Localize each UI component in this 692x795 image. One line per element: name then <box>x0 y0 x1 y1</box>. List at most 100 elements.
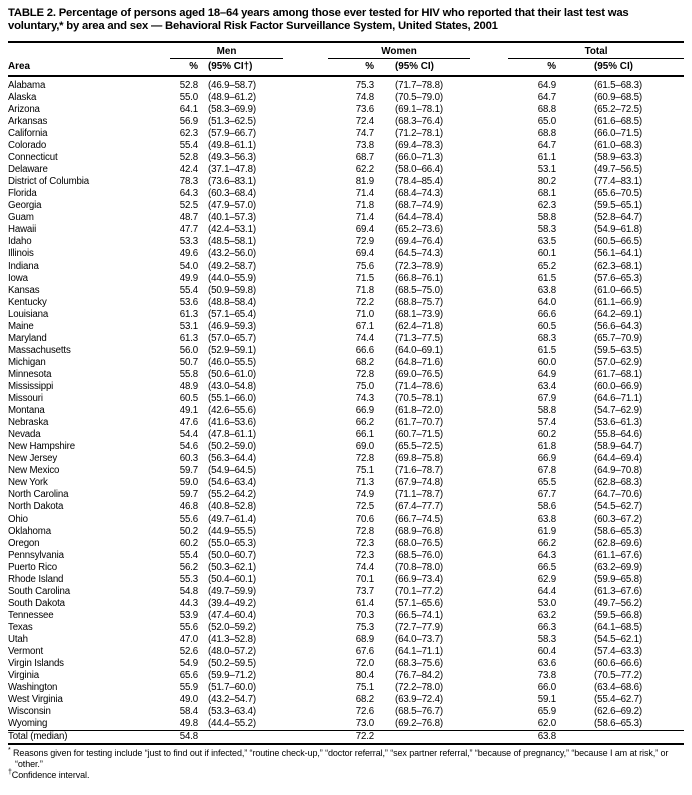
spacer-cell <box>283 297 328 309</box>
spacer-cell <box>283 393 328 405</box>
women-ci-cell: (67.9–74.8) <box>395 477 443 489</box>
women-percent-cell: 72.2 <box>355 296 374 308</box>
men-percent-cell: 58.4 <box>179 706 198 718</box>
table-row: South Dakota 44.3 (39.4–49.2) 61.4 (57.1… <box>8 598 684 610</box>
spacer-cell <box>470 116 508 128</box>
total-percent-cell: 67.8 <box>537 465 557 477</box>
women-ci-cell: (68.9–76.8) <box>395 525 443 537</box>
men-percent-cell: 52.6 <box>179 646 198 658</box>
men-percent-cell: 55.4 <box>179 284 198 296</box>
men-ci-cell: (50.4–60.1) <box>208 573 256 585</box>
spacer-cell <box>283 321 328 333</box>
women-ci-cell: (57.1–65.6) <box>395 597 443 609</box>
area-cell: Montana <box>8 405 45 417</box>
women-ci-cell: (70.8–78.0) <box>395 561 443 573</box>
women-percent-cell: 72.9 <box>355 236 374 248</box>
total-percent-cell: 64.3 <box>537 549 557 561</box>
total-ci-cell: (61.5–68.3) <box>594 79 642 91</box>
men-percent-cell: 61.3 <box>179 308 198 320</box>
women-ci-cell: (69.1–78.1) <box>395 103 443 115</box>
spacer-cell <box>283 309 328 321</box>
total-ci-cell: (65.2–72.5) <box>594 103 642 115</box>
women-ci-cell: (68.0–76.5) <box>395 537 443 549</box>
table-row: Guam 48.7 (40.1–57.3) 71.4 (64.4–78.4) 5… <box>8 212 684 224</box>
table-body: Alabama 52.8 (46.9–58.7) 75.3 (71.7–78.8… <box>8 76 684 731</box>
spacer-cell <box>283 501 328 513</box>
men-ci-cell: (49.7–61.4) <box>208 513 256 525</box>
total-ci-cell: (49.7–56.5) <box>594 164 642 176</box>
total-ci-cell: (61.6–68.5) <box>594 115 642 127</box>
men-ci-cell: (44.9–55.5) <box>208 525 256 537</box>
men-ci-cell: (40.1–57.3) <box>208 212 256 224</box>
women-percent-cell: 62.2 <box>355 164 374 176</box>
total-ci-cell: (64.9–70.8) <box>594 465 642 477</box>
area-cell: Louisiana <box>8 308 49 320</box>
women-percent-cell: 72.0 <box>355 658 374 670</box>
spacer-cell <box>283 417 328 429</box>
total-percent-cell: 66.0 <box>537 682 557 694</box>
men-percent-cell: 55.4 <box>179 140 198 152</box>
women-percent-cell: 66.2 <box>355 417 374 429</box>
total-percent-cell: 57.4 <box>537 417 557 429</box>
men-percent-cell: 55.0 <box>179 91 198 103</box>
spacer-cell <box>283 514 328 526</box>
total-ci-cell: (54.5–62.1) <box>594 633 642 645</box>
women-ci-cell: (68.5–75.0) <box>395 284 443 296</box>
area-cell: Pennsylvania <box>8 549 64 561</box>
area-cell: Ohio <box>8 513 28 525</box>
total-percent-cell: 63.8 <box>537 513 557 525</box>
men-percent-cell: 49.0 <box>179 694 198 706</box>
women-ci-cell: (72.7–77.9) <box>395 621 443 633</box>
spacer-cell <box>470 297 508 309</box>
men-percent-cell: 49.1 <box>179 405 198 417</box>
women-percent-cell: 75.1 <box>355 465 374 477</box>
total-percent-cell: 68.3 <box>537 332 557 344</box>
total-ci-cell: (54.9–61.8) <box>594 224 642 236</box>
table-row: Rhode Island 55.3 (50.4–60.1) 70.1 (66.9… <box>8 574 684 586</box>
women-ci-cell: (64.0–69.1) <box>395 344 443 356</box>
area-cell: Hawaii <box>8 224 37 236</box>
women-ci-cell: (71.6–78.7) <box>395 465 443 477</box>
men-ci-cell: (50.3–62.1) <box>208 561 256 573</box>
women-percent-cell: 68.7 <box>355 152 374 164</box>
total-ci-cell: (61.0–66.5) <box>594 284 642 296</box>
table-row: Delaware 42.4 (37.1–47.8) 62.2 (58.0–66.… <box>8 164 684 176</box>
men-ci-cell: (52.0–59.2) <box>208 621 256 633</box>
total-ci-cell: (60.9–68.5) <box>594 91 642 103</box>
women-percent-cell: 71.4 <box>355 188 374 200</box>
spacer-cell <box>470 128 508 140</box>
group-spacer-1 <box>283 40 328 59</box>
area-cell: Texas <box>8 621 33 633</box>
total-percent-cell: 62.3 <box>537 200 557 212</box>
area-cell: Wyoming <box>8 718 48 730</box>
men-ci-cell: (50.6–61.0) <box>208 368 256 380</box>
women-percent-cell: 75.1 <box>355 682 374 694</box>
table-row: Arkansas 56.9 (51.3–62.5) 72.4 (68.3–76.… <box>8 116 684 128</box>
table-row: Oklahoma 50.2 (44.9–55.5) 72.8 (68.9–76.… <box>8 526 684 538</box>
men-ci-cell: (60.3–68.4) <box>208 188 256 200</box>
total-percent-cell: 73.8 <box>537 670 557 682</box>
men-percent-cell: 49.9 <box>179 272 198 284</box>
spacer-cell <box>283 586 328 598</box>
men-ci-cell: (46.9–58.7) <box>208 79 256 91</box>
men-ci-cell: (49.2–58.7) <box>208 260 256 272</box>
table-row: Minnesota 55.8 (50.6–61.0) 72.8 (69.0–76… <box>8 369 684 381</box>
total-ci-header: (95% CI) <box>556 58 685 77</box>
spacer-cell <box>283 562 328 574</box>
men-percent-cell: 44.3 <box>179 597 198 609</box>
men-ci-cell: (44.4–55.2) <box>208 718 256 730</box>
spacer-cell <box>283 345 328 357</box>
men-ci-cell: (41.3–52.8) <box>208 633 256 645</box>
women-ci-cell: (66.9–73.4) <box>395 573 443 585</box>
table-row: New Hampshire 54.6 (50.2–59.0) 69.0 (65.… <box>8 441 684 453</box>
area-cell: California <box>8 128 48 139</box>
spacer-cell <box>470 598 508 610</box>
spacer-cell <box>470 489 508 501</box>
spacer-cell <box>283 429 328 441</box>
spacer-cell <box>470 369 508 381</box>
spacer-cell <box>470 646 508 658</box>
spacer-cell <box>283 453 328 465</box>
spacer-cell <box>283 200 328 212</box>
area-cell: New York <box>8 477 48 489</box>
spacer-cell <box>470 501 508 513</box>
